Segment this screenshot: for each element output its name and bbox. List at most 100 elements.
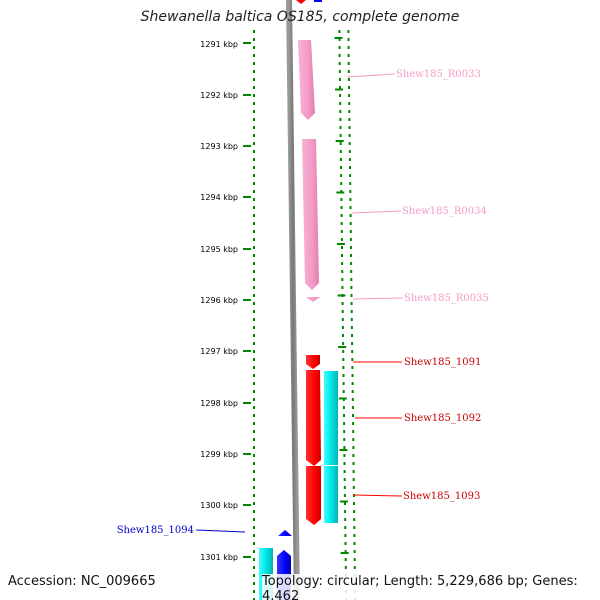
- guide-dot: [253, 390, 255, 393]
- guide-dot: [351, 406, 354, 409]
- guide-dot: [253, 574, 255, 577]
- guide-dot: [340, 166, 342, 169]
- guide-dot: [253, 158, 255, 161]
- gene-shew185-r0033[interactable]: [298, 40, 315, 120]
- guide-dot: [338, 30, 341, 33]
- guide-dot: [350, 254, 352, 257]
- cog-block-1092[interactable]: [324, 371, 338, 465]
- gene-label-1092[interactable]: Shew185_1092: [404, 413, 481, 424]
- guide-dot: [352, 438, 355, 441]
- guide-dot: [253, 334, 255, 337]
- cog-block-1093[interactable]: [324, 466, 338, 523]
- guide-dot: [253, 422, 255, 425]
- guide-dot: [339, 134, 342, 137]
- guide-dot: [253, 102, 255, 105]
- guide-dot: [253, 558, 255, 561]
- ruler-label: 1295 kbp: [200, 245, 238, 254]
- guide-dot: [350, 286, 353, 289]
- guide-dot: [352, 422, 355, 425]
- guide-dot: [343, 470, 346, 473]
- guide-dot: [253, 478, 255, 481]
- guide-dot: [253, 550, 255, 553]
- guide-dot: [338, 70, 341, 73]
- guide-dot: [341, 302, 344, 305]
- guide-dot: [253, 518, 255, 521]
- guide-dot: [343, 446, 346, 449]
- gene-shew185-1092[interactable]: [306, 370, 321, 466]
- guide-dot: [353, 510, 356, 513]
- guide-dot: [253, 118, 255, 121]
- guide-dot: [340, 174, 343, 177]
- guide-dot: [339, 142, 342, 145]
- guide-dot: [348, 134, 351, 137]
- guide-dot: [253, 78, 255, 81]
- ruler-tick: 1296 kbp: [200, 296, 251, 305]
- gene-label-1094[interactable]: Shew185_1094: [117, 525, 194, 536]
- ruler-tick: 1297 kbp: [200, 347, 251, 356]
- guide-dot: [253, 38, 255, 41]
- gene-shew185-1094-head[interactable]: [278, 530, 292, 536]
- guide-dot: [348, 110, 351, 113]
- guide-dot: [253, 382, 255, 385]
- guide-dot: [338, 78, 341, 81]
- guide-dot: [253, 70, 255, 73]
- guide-dot: [253, 430, 255, 433]
- guide-dot: [253, 542, 255, 545]
- gene-label-1091[interactable]: Shew185_1091: [404, 357, 481, 368]
- guide-dot: [253, 230, 255, 233]
- guide-dot: [353, 566, 356, 569]
- label-connector: [352, 297, 404, 300]
- guide-dot: [347, 38, 350, 41]
- gene-label-r0033[interactable]: Shew185_R0033: [396, 69, 481, 80]
- gene-shew185-1091[interactable]: [306, 355, 320, 369]
- guide-dot: [347, 70, 350, 73]
- gene-shew185-r0034[interactable]: [302, 139, 319, 290]
- guide-dot: [347, 46, 350, 49]
- guide-dot: [344, 518, 347, 521]
- gene-label-r0034[interactable]: Shew185_R0034: [402, 206, 487, 217]
- label-connector: [346, 73, 396, 78]
- ruler-label: 1300 kbp: [200, 501, 238, 510]
- guide-dot: [253, 174, 255, 177]
- guide-dot: [349, 206, 352, 209]
- gene-label-r0035[interactable]: Shew185_R0035: [404, 293, 489, 304]
- guide-dot: [343, 422, 346, 425]
- guide-dot: [253, 198, 255, 201]
- guide-dot: [342, 382, 345, 385]
- guide-dot: [353, 534, 356, 537]
- guide-dot: [341, 262, 344, 265]
- guide-dot: [342, 350, 345, 353]
- guide-dot: [338, 38, 341, 41]
- guide-dot: [253, 46, 255, 49]
- ruler-tick: 1295 kbp: [200, 245, 251, 254]
- guide-dot: [253, 94, 255, 97]
- guide-dot: [253, 566, 255, 569]
- guide-dot: [343, 486, 346, 489]
- guide-dot: [348, 158, 351, 161]
- guide-dot: [342, 374, 345, 377]
- gene-labels: Shew185_R0033 Shew185_R0034 Shew185_R003…: [117, 69, 489, 536]
- genome-title: Shewanella baltica OS185, complete genom…: [140, 9, 460, 25]
- guide-dot: [349, 238, 352, 241]
- guide-dot: [350, 294, 353, 297]
- kbp-ruler: 1291 kbp 1292 kbp 1293 kbp 1294 kbp 1295…: [200, 40, 251, 562]
- gene-block-blue-top[interactable]: [314, 0, 322, 2]
- guide-dot: [253, 358, 255, 361]
- ruler-tick: 1292 kbp: [200, 91, 251, 100]
- guide-dot: [253, 406, 255, 409]
- gene-label-1093[interactable]: Shew185_1093: [403, 491, 480, 502]
- ruler-label: 1296 kbp: [200, 296, 238, 305]
- guide-dot: [344, 534, 347, 537]
- guide-dot: [253, 350, 255, 353]
- gene-shew185-1093[interactable]: [306, 466, 321, 525]
- guide-dot: [253, 254, 255, 257]
- guide-dot: [344, 526, 347, 529]
- guide-dot: [338, 54, 341, 57]
- guide-dot: [353, 542, 356, 545]
- guide-dot: [253, 54, 255, 57]
- gene-shew185-r0035[interactable]: [306, 297, 320, 302]
- track-guides: [253, 30, 357, 600]
- gene-arrow-red-top[interactable]: [296, 0, 306, 4]
- guide-dot: [350, 262, 353, 265]
- guide-dot: [253, 454, 255, 457]
